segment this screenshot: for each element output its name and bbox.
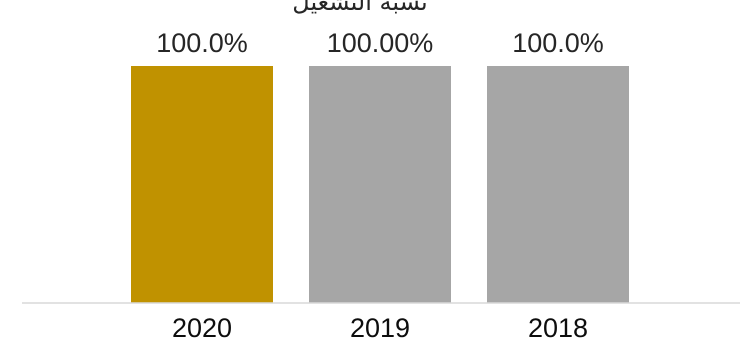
chart-title: نسبة التشغيل	[292, 0, 427, 16]
x-tick-label-2018: 2018	[528, 313, 588, 343]
data-label-2019: 100.00%	[327, 28, 434, 58]
data-labels-group: 100.0% 100.00% 100.0%	[156, 28, 604, 58]
x-tick-labels-group: 2020 2019 2018	[172, 313, 588, 343]
bar-2019	[309, 66, 451, 303]
data-label-2018: 100.0%	[512, 28, 604, 58]
x-tick-label-2020: 2020	[172, 313, 232, 343]
data-label-2020: 100.0%	[156, 28, 248, 58]
bars-group	[131, 66, 629, 303]
x-tick-label-2019: 2019	[350, 313, 410, 343]
bar-2018	[487, 66, 629, 303]
bar-2020	[131, 66, 273, 303]
